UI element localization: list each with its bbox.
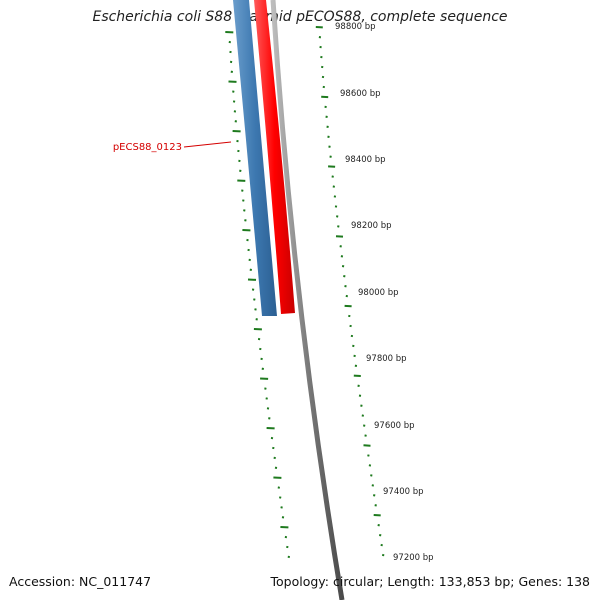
accession-text: Accession: NC_011747 xyxy=(9,574,152,589)
ruler-outer: 98800 bp 98600 bp 98400 bp 98200 bp 9800… xyxy=(315,22,434,563)
bp-label: 97600 bp xyxy=(374,421,415,431)
bp-label: 98800 bp xyxy=(335,22,376,32)
bp-label: 97800 bp xyxy=(366,354,407,364)
bp-label: 98600 bp xyxy=(340,89,381,99)
bp-label: 98200 bp xyxy=(351,221,392,231)
bp-label: 97200 bp xyxy=(393,553,434,563)
bp-label: 98400 bp xyxy=(345,155,386,165)
summary-text: Topology: circular; Length: 133,853 bp; … xyxy=(270,574,591,589)
gene-label-leader xyxy=(183,141,232,148)
gene-arc-forward[interactable] xyxy=(254,0,295,314)
gene-arc-reverse[interactable] xyxy=(233,0,277,316)
gene-label[interactable]: pECS88_0123 xyxy=(113,142,182,153)
bp-label: 98000 bp xyxy=(358,288,399,298)
map-title: Escherichia coli S88 plasmid pECOS88, co… xyxy=(92,9,508,25)
ruler-inner xyxy=(225,31,290,559)
bp-label: 97400 bp xyxy=(383,487,424,497)
backbone-ring xyxy=(270,0,345,600)
